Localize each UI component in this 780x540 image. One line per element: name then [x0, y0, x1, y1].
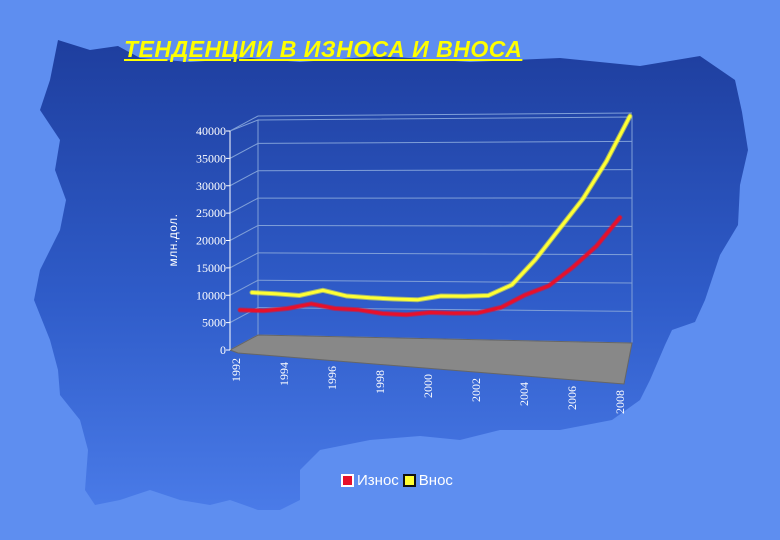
legend-label-iznos: Износ [357, 472, 399, 489]
y-tick-label: 35000 [196, 151, 226, 165]
x-tick-label: 2002 [469, 378, 483, 402]
legend-item-iznos: Износ [341, 472, 399, 489]
gridline-depth [229, 279, 259, 296]
gridline [257, 112, 633, 117]
gridline [257, 279, 633, 284]
y-tick-label: 25000 [196, 206, 226, 220]
gridline-depth [229, 142, 259, 159]
line-chart: 0 5000 10000 15000 20000 25000 30000 35000 40000… [166, 112, 633, 414]
gridline [257, 225, 633, 227]
y-tick-label: 30000 [196, 179, 226, 193]
y-axis-label: млн.дол. [166, 214, 180, 267]
legend-swatch-vnos [402, 474, 416, 487]
y-tick-label: 0 [220, 343, 226, 357]
y-tick-label: 10000 [196, 288, 226, 302]
gridline-depth [229, 225, 259, 241]
gridline [257, 252, 633, 256]
x-tick-label: 1996 [325, 366, 339, 390]
x-tick-label: 2004 [517, 382, 531, 406]
x-tick-label: 1992 [229, 358, 243, 382]
chart-legend: Износ Внос [341, 472, 453, 489]
y-tick-label: 40000 [196, 124, 226, 138]
x-tick-label: 2000 [421, 374, 435, 398]
x-tick-label: 1998 [373, 370, 387, 394]
y-tick-label: 20000 [196, 234, 226, 248]
y-tick-label: 5000 [202, 316, 226, 330]
x-tick-label: 2008 [613, 390, 627, 414]
series-line-vnos [250, 114, 632, 302]
x-tick-label: 2006 [565, 386, 579, 410]
gridline [257, 169, 633, 172]
page-title: ТЕНДЕНЦИИ В ИЗНОСА И ВНОСА [124, 36, 523, 62]
gridline-depth [229, 115, 259, 132]
gridline [257, 307, 633, 312]
y-tick-label: 15000 [196, 261, 226, 275]
gridline [257, 140, 633, 144]
series-line-iznos [238, 216, 622, 317]
legend-swatch-iznos [341, 474, 354, 487]
legend-label-vnos: Внос [418, 472, 453, 489]
gridline-depth [229, 252, 259, 269]
bulgaria-map-shape [34, 40, 748, 510]
gridline-depth [229, 170, 259, 187]
legend-item-vnos: Внос [402, 472, 453, 489]
x-tick-label: 1994 [277, 362, 291, 386]
gridline-depth [229, 197, 259, 214]
chart-floor [228, 334, 633, 385]
